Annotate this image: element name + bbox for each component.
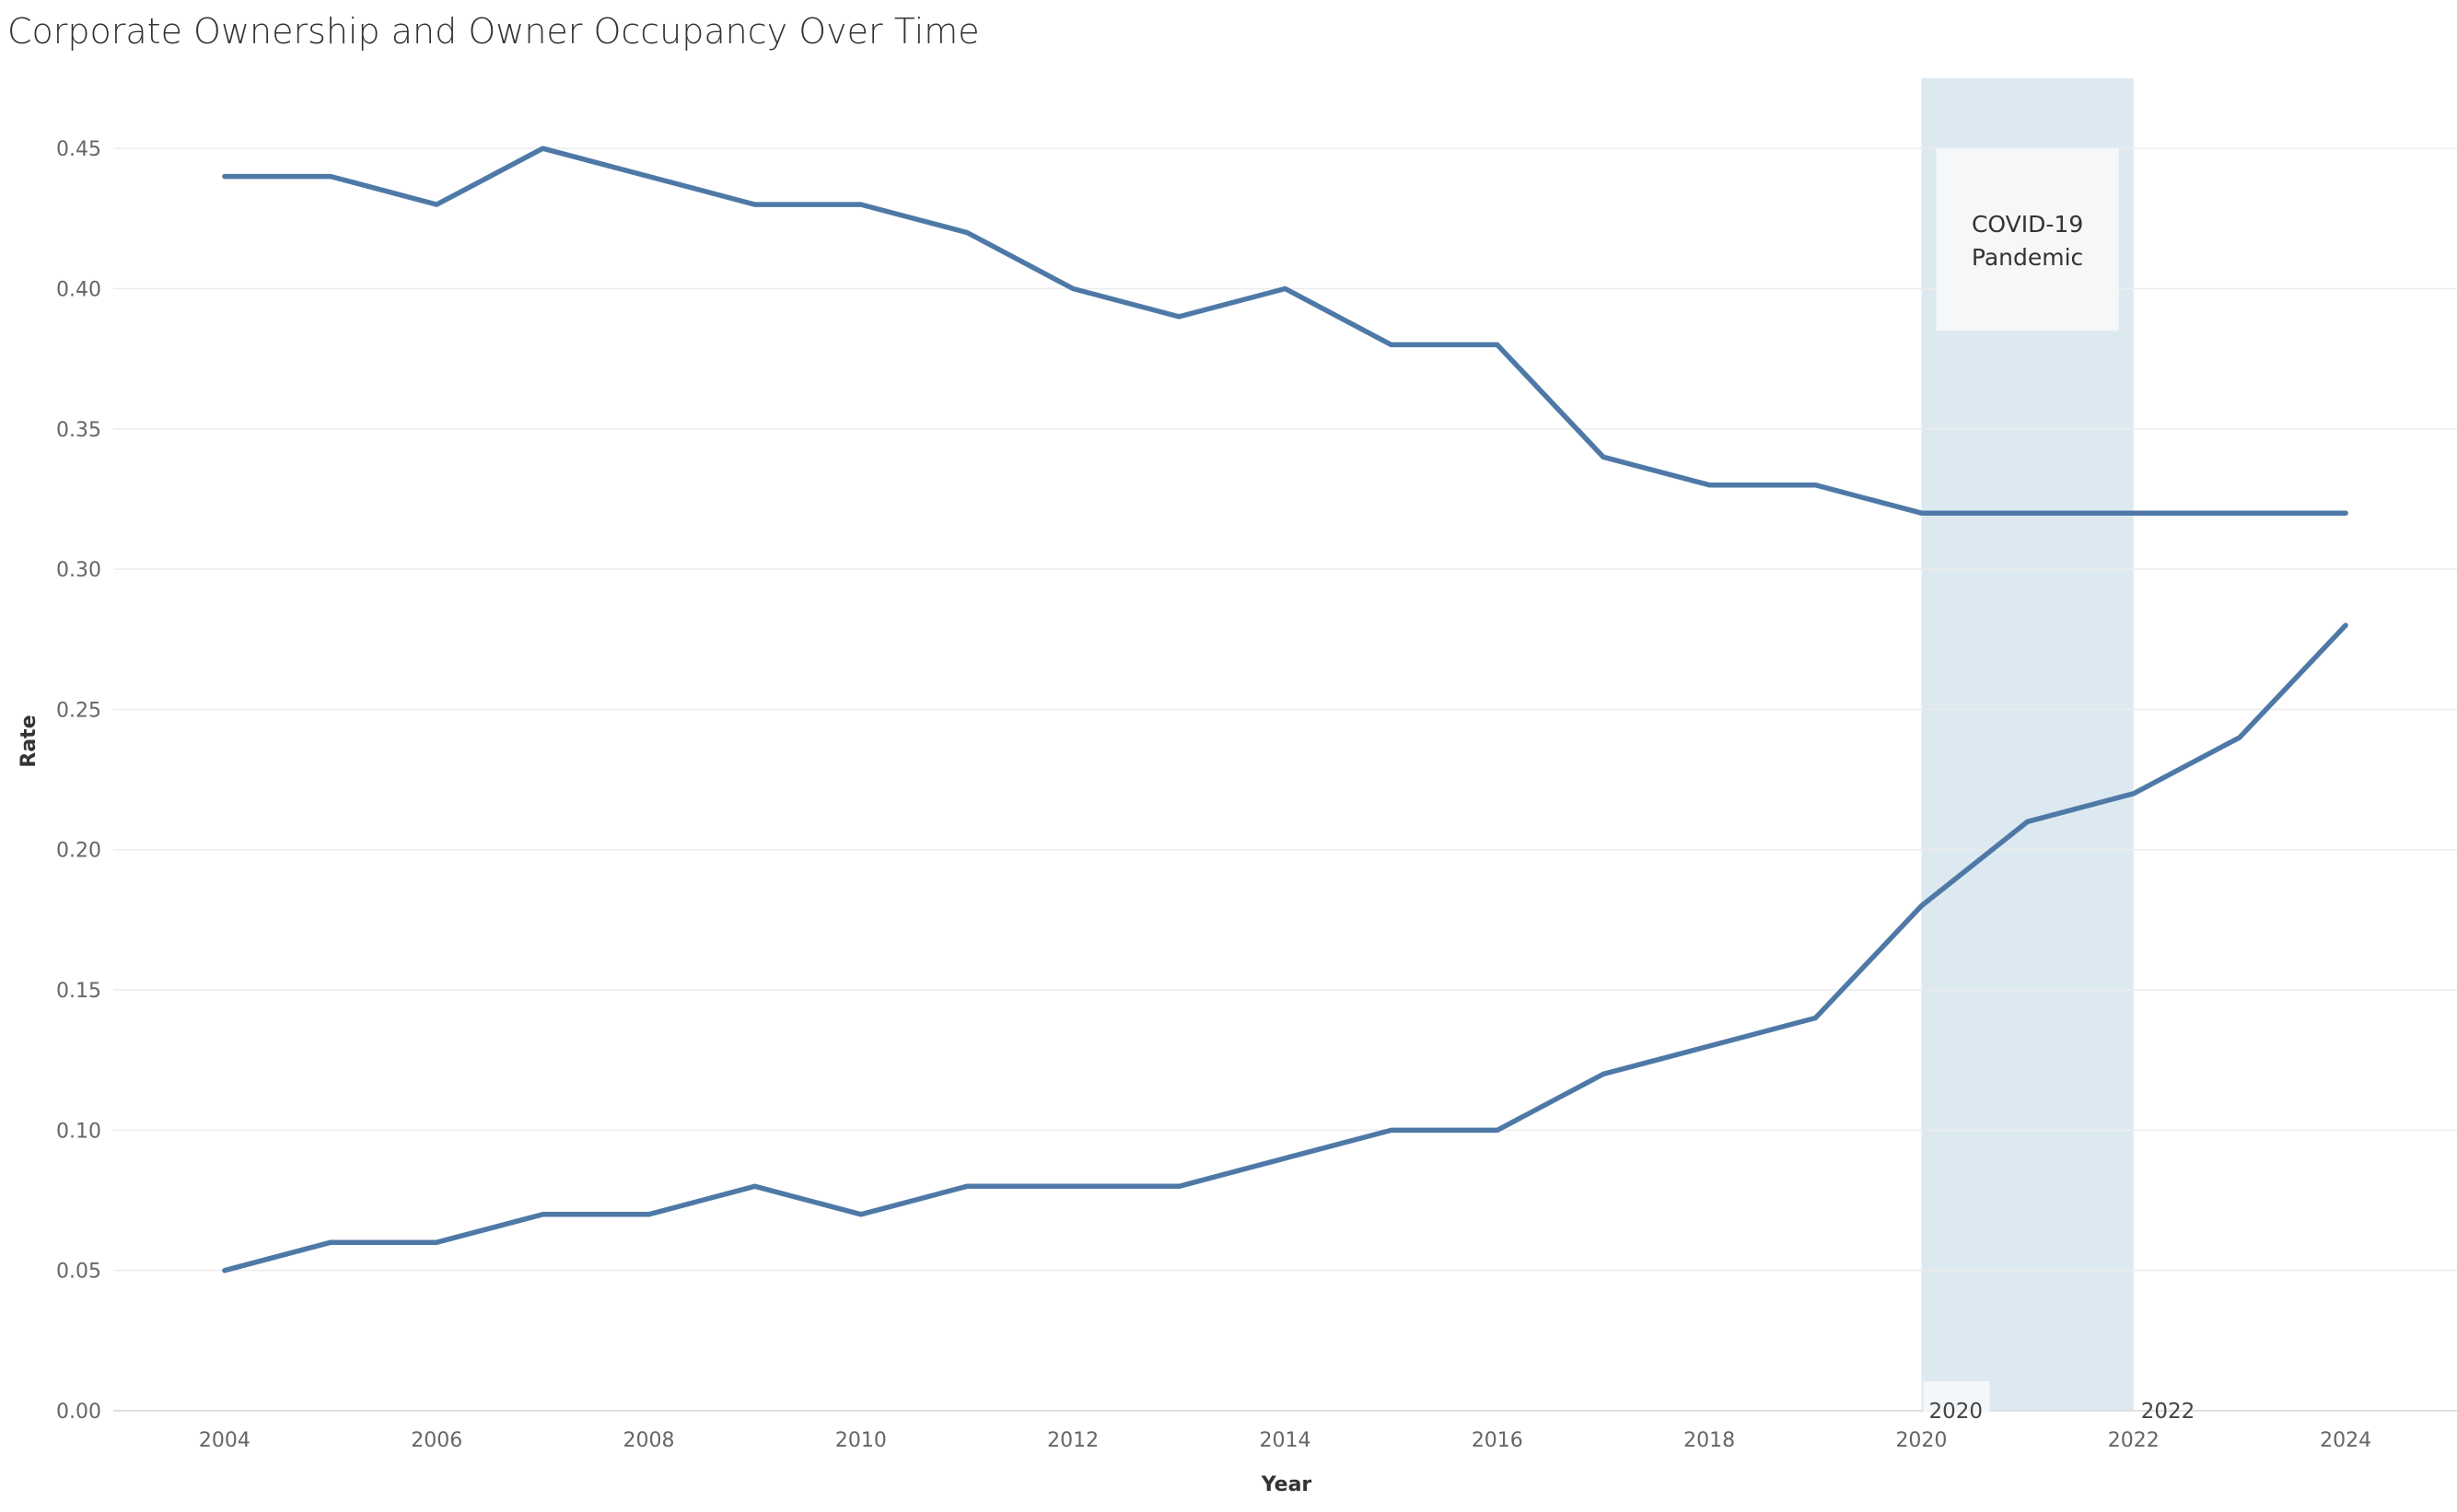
band-start-label-bg xyxy=(1923,1381,1990,1413)
axes: 0.00 0.05 0.10 0.15 0.20 0.25 0.30 0.35 0.40 0.45… xyxy=(56,138,2457,1452)
y-tick-label: 0.20 xyxy=(56,840,101,863)
y-tick-label: 0.00 xyxy=(56,1401,101,1424)
x-axis-title: Year xyxy=(1261,1473,1312,1496)
gridlines xyxy=(113,147,2457,1412)
band-end-label: 2022 xyxy=(2141,1400,2195,1424)
y-tick-label: 0.45 xyxy=(56,138,101,161)
x-tick-label: 2006 xyxy=(411,1429,462,1452)
y-tick-label: 0.10 xyxy=(56,1120,101,1143)
y-tick-label: 0.05 xyxy=(56,1261,101,1284)
series-line-1 xyxy=(222,145,2348,516)
series-lines xyxy=(222,145,2348,1274)
x-tick-label: 2014 xyxy=(1260,1429,1311,1452)
annotation-layer: 2020 2022 COVID-19 Pandemic xyxy=(1923,148,2195,1424)
chart-title: Corporate Ownership and Owner Occupancy … xyxy=(7,11,980,52)
annotation-box xyxy=(1936,148,2119,331)
x-tick-label: 2018 xyxy=(1683,1429,1735,1452)
x-tick-label: 2016 xyxy=(1472,1429,1523,1452)
series-line-2 xyxy=(222,622,2348,1274)
y-tick-label: 0.15 xyxy=(56,980,101,1003)
y-tick-label: 0.25 xyxy=(56,699,101,722)
x-tick-label: 2024 xyxy=(2320,1429,2371,1452)
y-tick-label: 0.35 xyxy=(56,419,101,442)
y-tick-label: 0.40 xyxy=(56,278,101,301)
x-tick-label: 2022 xyxy=(2108,1429,2160,1452)
x-tick-label: 2004 xyxy=(199,1429,250,1452)
x-tick-label: 2008 xyxy=(623,1429,675,1452)
x-tick-label: 2010 xyxy=(835,1429,887,1452)
band-start-label: 2020 xyxy=(1928,1400,1983,1424)
annotation-text-line: COVID-19 xyxy=(1972,211,2083,238)
y-axis-title: Rate xyxy=(17,715,41,767)
annotation-text-line: Pandemic xyxy=(1972,244,2083,271)
x-tick-label: 2012 xyxy=(1047,1429,1099,1452)
x-tick-label: 2020 xyxy=(1895,1429,1947,1452)
y-tick-label: 0.30 xyxy=(56,559,101,582)
